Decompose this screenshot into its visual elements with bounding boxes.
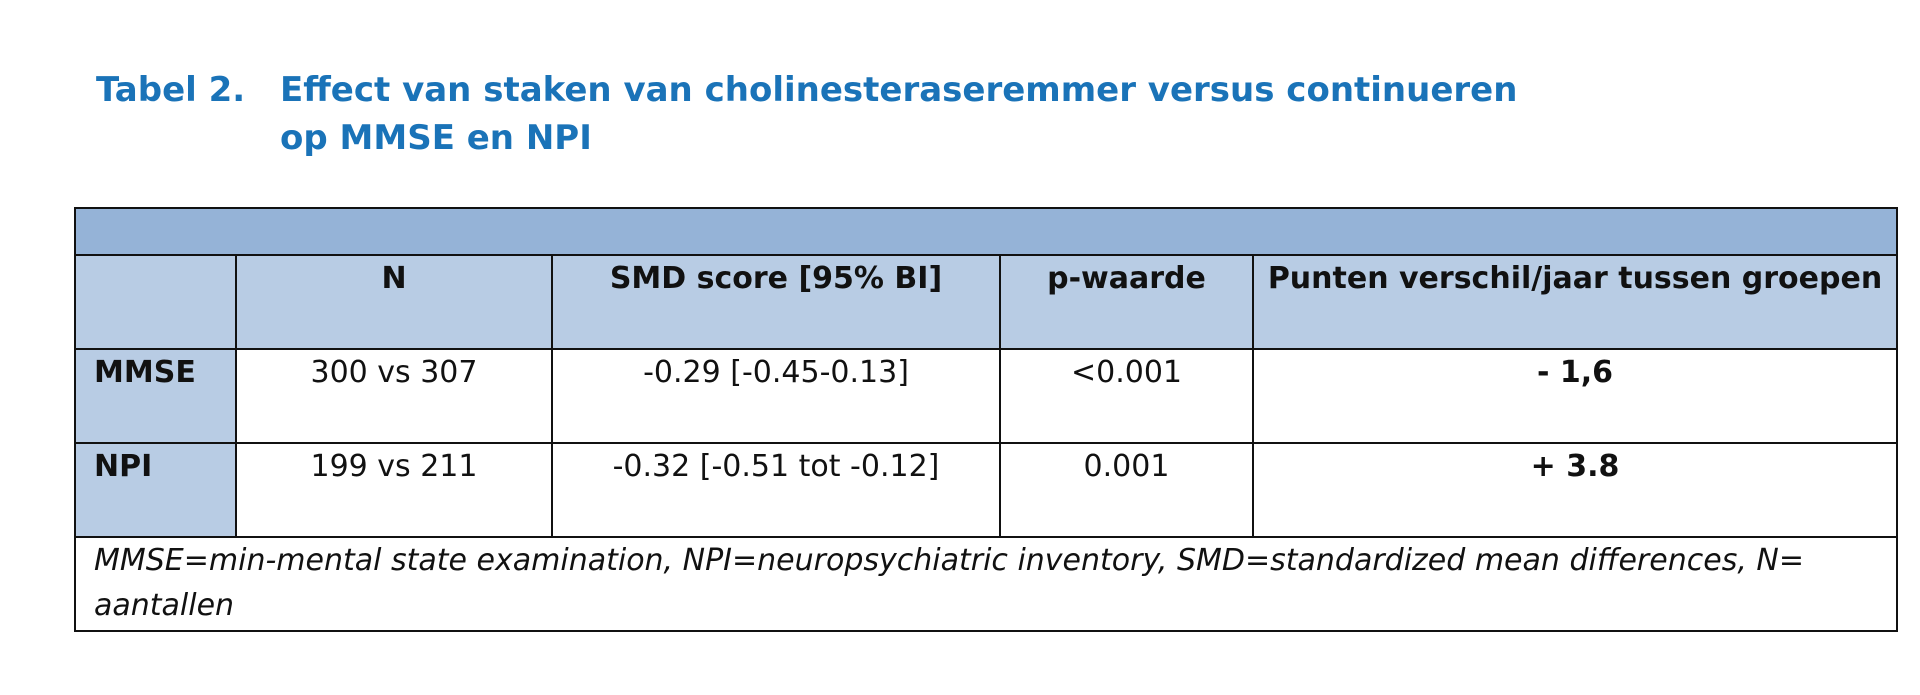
table-row: MMSE 300 vs 307 -0.29 [-0.45-0.13] <0.00… — [74, 348, 1899, 444]
cell-smd: -0.32 [-0.51 tot -0.12] — [551, 442, 1001, 538]
cell-n: 300 vs 307 — [235, 348, 553, 444]
table-header-bar — [73, 207, 1899, 256]
caption-text-1: Effect van staken van cholinesteraseremm… — [280, 70, 1518, 110]
cell-n: 199 vs 211 — [235, 442, 553, 538]
column-header-diff: Punten verschil/jaar tussen groepen — [1251, 254, 1899, 350]
cell-diff: - 1,6 — [1251, 348, 1899, 444]
results-table: N SMD score [95% BI] p-waarde Punten ver… — [73, 207, 1899, 632]
table-caption: Tabel 2. Effect van staken van cholineste… — [96, 66, 1517, 162]
table-footnote: MMSE=min-mental state examination, NPI=n… — [73, 536, 1899, 632]
caption-label: Tabel 2. — [96, 70, 246, 110]
table-row: NPI 199 vs 211 -0.32 [-0.51 tot -0.12] 0… — [74, 442, 1899, 538]
cell-diff: + 3.8 — [1251, 442, 1899, 538]
column-header-n: N — [235, 254, 553, 350]
cell-smd: -0.29 [-0.45-0.13] — [551, 348, 1001, 444]
cell-p: <0.001 — [999, 348, 1254, 444]
header-bar-cell — [73, 207, 1899, 256]
row-label-npi: NPI — [74, 442, 237, 538]
column-header-row: N SMD score [95% BI] p-waarde Punten ver… — [74, 254, 1899, 350]
caption-line-2: op MMSE en NPI — [280, 118, 592, 158]
row-label-mmse: MMSE — [74, 348, 237, 444]
column-header-blank — [74, 254, 237, 350]
caption-line-1: Tabel 2. Effect van staken van cholineste… — [96, 66, 1517, 114]
cell-p: 0.001 — [999, 442, 1254, 538]
column-header-p: p-waarde — [999, 254, 1254, 350]
column-header-smd: SMD score [95% BI] — [551, 254, 1001, 350]
table-footnote-row: MMSE=min-mental state examination, NPI=n… — [73, 536, 1899, 632]
